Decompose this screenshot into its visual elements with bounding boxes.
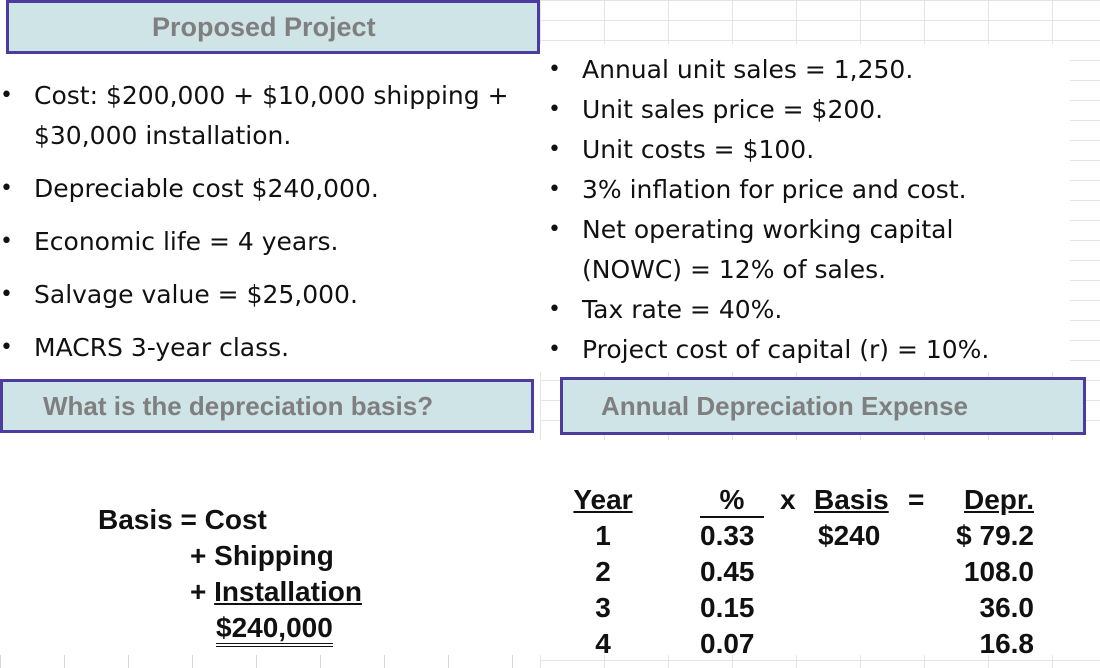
bullet-icon: • [548, 217, 561, 242]
multiply-column: x [780, 482, 796, 518]
year-cell: 4 [595, 628, 611, 659]
list-item-text: $30,000 installation. [34, 121, 292, 150]
project-details-list: • Cost: $200,000 + $10,000 shipping + $3… [0, 76, 540, 381]
basis-column: Basis $240 [814, 482, 889, 554]
list-item-text: Economic life = 4 years. [34, 227, 339, 256]
year-column: Year 1 2 3 4 [570, 482, 636, 662]
year-cell: 2 [595, 556, 611, 587]
equals-column: = [908, 482, 924, 518]
content-backdrop [540, 44, 1070, 372]
annual-depreciation-title-box: Annual Depreciation Expense [560, 377, 1086, 435]
list-item: • MACRS 3-year class. [0, 328, 540, 368]
proposed-project-title: Proposed Project [152, 11, 376, 42]
bullet-icon: • [0, 83, 13, 108]
depreciation-table: Year 1 2 3 4 % 0.33 0.45 0.15 0.07 x Bas… [560, 482, 1060, 662]
year-cell: 1 [595, 520, 611, 551]
percent-header: % [700, 482, 764, 518]
list-item: • Net operating working capital (NOWC) =… [548, 210, 1068, 290]
list-item: • Annual unit sales = 1,250. [548, 50, 1068, 90]
list-item: • Cost: $200,000 + $10,000 shipping + $3… [0, 76, 540, 156]
depreciation-column: Depr. $ 79.2 108.0 36.0 16.8 [944, 482, 1034, 662]
percent-cell: 0.45 [700, 556, 755, 587]
list-item-text: Project cost of capital (r) = 10%. [582, 335, 990, 364]
bullet-icon: • [548, 177, 561, 202]
bullet-icon: • [0, 176, 13, 201]
plus-sign: + [190, 540, 215, 571]
list-item: • Project cost of capital (r) = 10%. [548, 330, 1068, 370]
bullet-icon: • [548, 137, 561, 162]
depreciation-cell: 108.0 [963, 556, 1034, 587]
installation-label: Installation [214, 576, 362, 607]
spreadsheet-grid-ticks [0, 655, 540, 668]
bullet-icon: • [0, 282, 13, 307]
proposed-project-title-box: Proposed Project [6, 0, 540, 54]
list-item-text: Unit sales price = $200. [582, 95, 884, 124]
list-item: • Depreciable cost $240,000. [0, 169, 540, 209]
bullet-icon: • [548, 337, 561, 362]
depreciation-cell: $ 79.2 [956, 520, 1034, 551]
assumptions-list: • Annual unit sales = 1,250. • Unit sale… [548, 50, 1068, 370]
list-item-text: Cost: $200,000 + $10,000 shipping + [34, 81, 509, 110]
annual-depreciation-title: Annual Depreciation Expense [601, 390, 968, 421]
list-item: • Economic life = 4 years. [0, 222, 540, 262]
list-item: • Tax rate = 40%. [548, 290, 1068, 330]
list-item-text: Unit costs = $100. [582, 135, 815, 164]
percent-cell: 0.07 [700, 628, 755, 659]
list-item: • Salvage value = $25,000. [0, 275, 540, 315]
depreciation-basis-title: What is the depreciation basis? [43, 390, 434, 421]
basis-line-installation: + Installation [98, 574, 362, 610]
bullet-icon: • [548, 57, 561, 82]
bullet-icon: • [548, 297, 561, 322]
basis-line-shipping: + Shipping [98, 538, 362, 574]
basis-line-cost: Basis = Cost [98, 504, 267, 535]
basis-line-total: $240,000 [98, 610, 362, 647]
list-item-text: MACRS 3-year class. [34, 333, 290, 362]
basis-value: $240 [818, 520, 881, 551]
bullet-icon: • [548, 97, 561, 122]
percent-cell: 0.15 [700, 592, 755, 623]
list-item-text: (NOWC) = 12% of sales. [582, 255, 887, 284]
depreciation-header: Depr. [963, 484, 1034, 515]
year-cell: 3 [595, 592, 611, 623]
bullet-icon: • [0, 335, 13, 360]
basis-header: Basis [814, 484, 889, 515]
list-item-text: Salvage value = $25,000. [34, 280, 358, 309]
depreciation-cell: 36.0 [979, 592, 1035, 623]
list-item-text: Tax rate = 40%. [582, 295, 783, 324]
equals-sign: = [908, 484, 925, 515]
basis-total: $240,000 [216, 613, 333, 647]
percent-cell: 0.33 [700, 520, 755, 551]
multiply-sign: x [780, 484, 796, 515]
list-item-text: Annual unit sales = 1,250. [582, 55, 914, 84]
list-item-text: Net operating working capital [582, 215, 954, 244]
list-item: • Unit costs = $100. [548, 130, 1068, 170]
list-item: • Unit sales price = $200. [548, 90, 1068, 130]
table-backdrop [540, 440, 1100, 655]
basis-calculation: Basis = Cost + Shipping + Installation $… [98, 502, 362, 647]
shipping-label: Shipping [214, 540, 334, 571]
list-item-text: Depreciable cost $240,000. [34, 174, 379, 203]
depreciation-cell: 16.8 [979, 628, 1035, 659]
bullet-icon: • [0, 229, 13, 254]
plus-sign: + [190, 576, 215, 607]
list-item-text: 3% inflation for price and cost. [582, 175, 967, 204]
list-item: • 3% inflation for price and cost. [548, 170, 1068, 210]
depreciation-basis-title-box: What is the depreciation basis? [0, 379, 534, 433]
percent-column: % 0.33 0.45 0.15 0.07 [700, 482, 764, 662]
year-header: Year [573, 484, 633, 515]
